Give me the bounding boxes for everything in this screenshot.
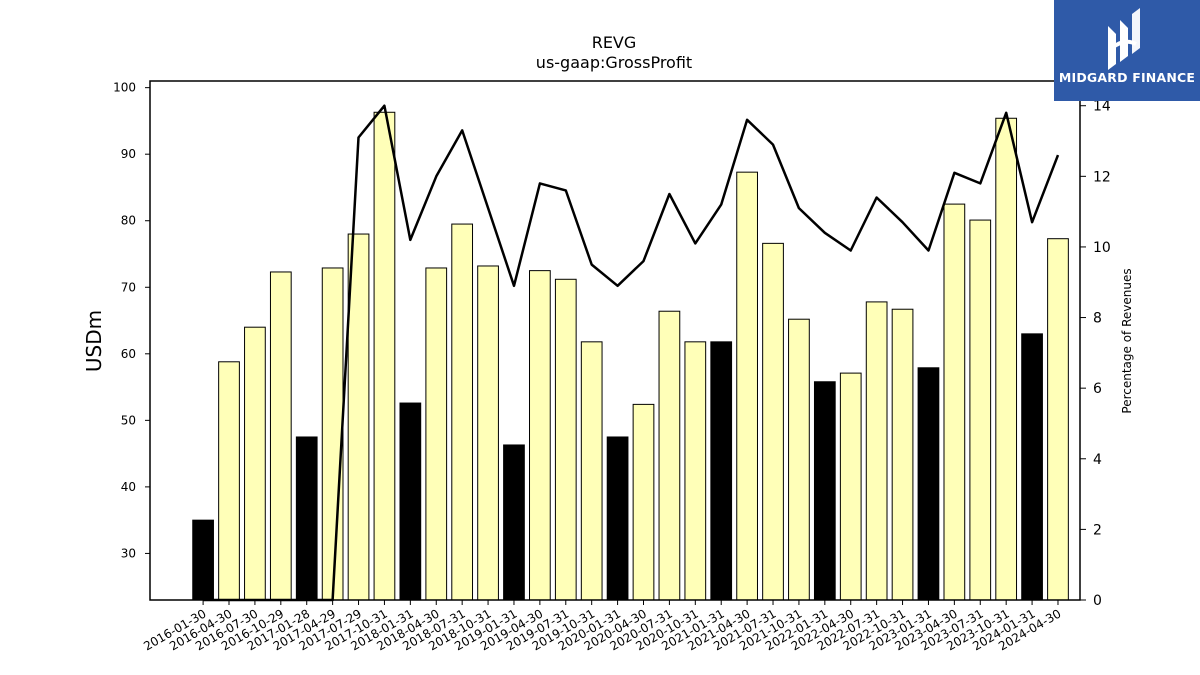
axes-group: 30405060708090100024681012142016-01-3020…	[113, 80, 1111, 653]
bar-2020-10-31	[684, 341, 707, 601]
bar-2024-01-31	[1021, 333, 1043, 601]
bars-group	[192, 111, 1069, 601]
percentage-line	[203, 104, 1060, 602]
chart-title: REVG	[592, 33, 637, 52]
bar-2019-07-31	[554, 278, 577, 601]
logo-text: MIDGARD FINANCE	[1058, 70, 1196, 85]
bar-2017-01-28	[295, 436, 318, 601]
bar-2017-07-29	[347, 233, 370, 601]
y-tick-label: 60	[121, 347, 136, 361]
bar-2023-01-31	[917, 367, 940, 601]
line-group	[203, 104, 1060, 602]
y2-tick-label: 12	[1093, 169, 1111, 185]
bar-2019-01-31	[503, 444, 525, 601]
bar-2017-10-31	[373, 111, 396, 601]
bar-2017-04-29	[321, 267, 344, 601]
bar-2019-04-30	[529, 270, 551, 601]
y2-tick-label: 6	[1093, 381, 1102, 397]
bar-2018-07-31	[451, 223, 474, 601]
y-tick-label: 70	[121, 280, 136, 294]
bar-2020-07-31	[658, 310, 681, 601]
bar-2022-07-31	[865, 301, 888, 601]
y2-tick-label: 4	[1093, 452, 1102, 468]
bar-2021-07-31	[762, 242, 784, 601]
y2-tick-label: 8	[1093, 311, 1102, 327]
y-tick-label: 30	[121, 546, 136, 560]
bar-2022-04-30	[839, 372, 862, 601]
bar-2020-04-30	[632, 403, 655, 601]
bar-2018-04-30	[425, 267, 448, 601]
bar-2023-10-31	[995, 117, 1018, 601]
bar-2016-07-30	[244, 326, 266, 601]
y2-tick-label: 2	[1093, 522, 1102, 538]
y2-tick-label: 10	[1093, 240, 1111, 256]
bar-2023-04-30	[943, 203, 966, 601]
y2-tick-label: 0	[1093, 593, 1102, 609]
chart-subtitle: us-gaap:GrossProfit	[536, 53, 692, 72]
midgard-finance-logo: MIDGARD FINANCE	[1054, 0, 1200, 101]
bar-2024-04-30	[1047, 238, 1069, 601]
y-tick-label: 90	[121, 147, 136, 161]
bar-2022-10-31	[891, 308, 914, 601]
y-tick-label: 50	[121, 413, 136, 427]
y-tick-label: 80	[121, 214, 136, 228]
bar-2021-04-30	[736, 171, 758, 601]
plot-frame	[149, 80, 1081, 601]
bar-2016-01-30	[192, 519, 214, 601]
y-tick-label: 40	[121, 480, 136, 494]
bar-2018-10-31	[477, 265, 499, 601]
bar-2019-10-31	[580, 341, 603, 601]
bar-2016-04-30	[218, 361, 240, 601]
y2-tick-label: 14	[1093, 99, 1111, 115]
bar-2022-01-31	[813, 381, 836, 601]
logo-mark-icon	[1108, 8, 1140, 70]
bar-2016-10-29	[269, 271, 292, 601]
bar-2020-01-31	[606, 436, 629, 601]
bar-2018-01-31	[399, 402, 422, 601]
bar-2021-01-31	[710, 341, 733, 601]
y-tick-label: 100	[113, 81, 136, 95]
y-axis-label: USDm	[82, 310, 106, 372]
bar-2021-10-31	[788, 318, 810, 601]
y2-axis-label: Percentage of Revenues	[1120, 268, 1134, 413]
bar-2023-07-31	[969, 219, 992, 601]
